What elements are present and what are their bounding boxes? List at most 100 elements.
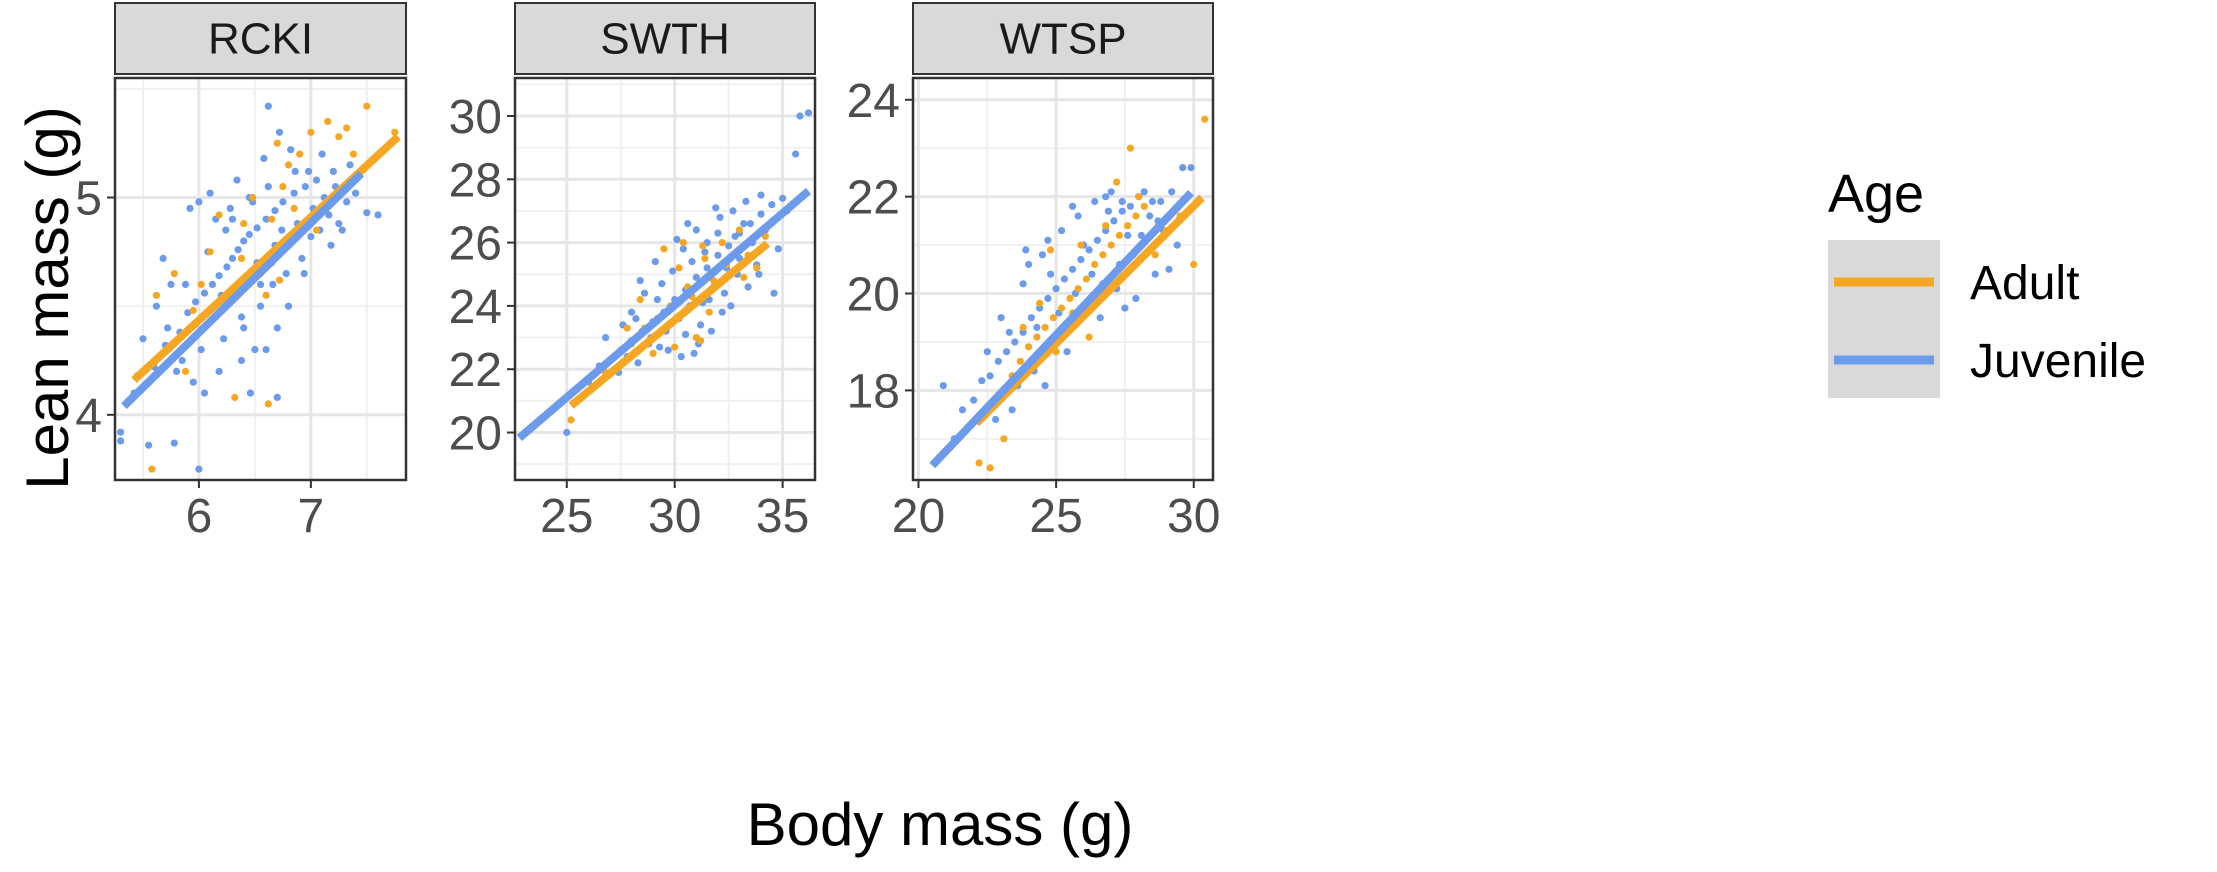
data-point-juvenile (1124, 231, 1132, 239)
data-point-adult (679, 239, 687, 247)
data-point-juvenile (1022, 246, 1030, 254)
data-point-juvenile (714, 251, 722, 259)
y-tick-label: 22 (449, 344, 502, 397)
data-point-juvenile (301, 183, 309, 191)
facet-panel-swth: SWTH 25 30 35 20 22 24 26 28 30 (449, 2, 817, 543)
data-point-adult (675, 264, 683, 272)
data-point-juvenile (1074, 212, 1082, 220)
data-point-adult (284, 161, 293, 169)
data-point-juvenile (1025, 260, 1033, 269)
data-point-adult (701, 254, 709, 262)
data-point-juvenile (779, 194, 787, 202)
data-point-juvenile (757, 210, 765, 218)
data-point-adult (181, 367, 190, 375)
data-point-juvenile (681, 330, 690, 338)
data-point-juvenile (970, 396, 978, 404)
x-tick-label: 25 (1029, 490, 1082, 543)
facet-panel-rcki: RCKI 6 7 4 5 (75, 2, 408, 543)
data-point-adult (273, 139, 281, 147)
panel-background (115, 78, 406, 480)
data-point-adult (1058, 304, 1066, 312)
x-tick-label: 25 (540, 490, 593, 543)
data-point-juvenile (1033, 323, 1041, 331)
data-point-juvenile (627, 308, 636, 316)
data-point-adult (240, 220, 248, 228)
data-point-juvenile (325, 211, 333, 219)
data-point-juvenile (223, 263, 231, 271)
data-point-juvenile (707, 327, 716, 335)
data-point-juvenile (1027, 314, 1035, 322)
data-point-juvenile (1069, 265, 1077, 273)
data-point-juvenile (986, 372, 994, 380)
y-tick-label: 20 (847, 269, 900, 322)
data-point-adult (343, 124, 351, 132)
panel-background (515, 78, 815, 480)
data-point-adult (735, 226, 744, 234)
data-point-juvenile (697, 321, 705, 329)
data-point-juvenile (770, 289, 778, 297)
data-point-juvenile (1052, 285, 1060, 293)
data-point-juvenile (1179, 164, 1187, 172)
panel-border (911, 76, 1215, 482)
data-point-adult (1041, 323, 1049, 331)
data-point-juvenile (1110, 217, 1118, 225)
data-point-juvenile (1085, 246, 1093, 254)
data-point-adult (391, 128, 399, 136)
data-point-juvenile (1047, 270, 1055, 278)
data-point-adult (215, 211, 223, 219)
data-point-juvenile (240, 237, 248, 245)
y-tick-label: 28 (449, 154, 502, 207)
data-point-juvenile (352, 189, 360, 197)
data-point-juvenile (958, 406, 967, 414)
y-tick-label: 4 (75, 390, 102, 443)
data-point-juvenile (983, 348, 991, 356)
data-point-juvenile (1173, 241, 1181, 249)
data-point-juvenile (712, 204, 720, 212)
data-point-adult (705, 308, 713, 316)
panel-border (513, 76, 817, 482)
data-point-adult (307, 128, 315, 136)
data-point-juvenile (716, 213, 724, 221)
panel-border (113, 76, 408, 482)
data-point-adult (268, 215, 276, 223)
x-axis-title: Body mass (g) (747, 791, 1134, 858)
data-point-adult (1135, 193, 1143, 201)
data-point-juvenile (318, 150, 326, 158)
data-point-adult (262, 291, 270, 299)
data-point-juvenile (145, 441, 153, 449)
data-point-juvenile (1157, 197, 1165, 206)
x-tick-label: 35 (756, 490, 809, 543)
data-point-juvenile (220, 335, 228, 343)
data-point-juvenile (192, 298, 200, 306)
data-point-juvenile (768, 201, 776, 209)
data-point-adult (264, 400, 272, 408)
data-point-adult (1132, 212, 1140, 220)
data-point-juvenile (282, 270, 290, 278)
data-point-adult (753, 264, 761, 272)
data-point-adult (1140, 202, 1148, 210)
data-point-juvenile (1102, 193, 1110, 201)
data-point-juvenile (228, 254, 237, 262)
data-point-juvenile (139, 335, 147, 343)
fit-line-juvenile (516, 187, 812, 441)
facet-strip (114, 2, 407, 75)
data-point-juvenile (1044, 236, 1052, 244)
legend: Age Adult Juvenile (1828, 164, 2146, 398)
data-point-juvenile (1146, 212, 1154, 220)
data-point-juvenile (755, 270, 763, 278)
data-point-juvenile (1132, 294, 1140, 302)
data-point-juvenile (653, 296, 662, 304)
data-point-adult (170, 270, 178, 278)
data-point-adult (1091, 260, 1099, 269)
data-point-adult (623, 324, 631, 332)
data-point-juvenile (343, 198, 351, 206)
data-point-adult (335, 133, 343, 141)
data-point-juvenile (701, 248, 709, 256)
data-point-adult (1036, 299, 1044, 307)
data-point-juvenile (718, 308, 726, 316)
data-point-juvenile (164, 324, 172, 332)
data-point-juvenile (1118, 207, 1126, 215)
data-point-juvenile (1008, 406, 1016, 414)
data-point-juvenile (714, 229, 722, 237)
data-point-adult (1201, 115, 1209, 123)
